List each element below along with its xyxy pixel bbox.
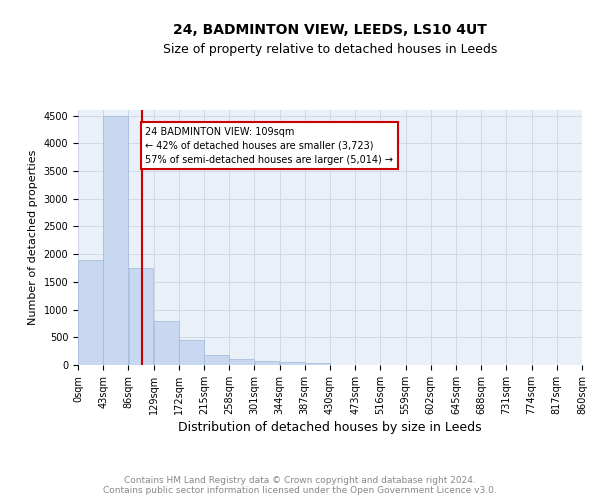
Text: 24 BADMINTON VIEW: 109sqm
← 42% of detached houses are smaller (3,723)
57% of se: 24 BADMINTON VIEW: 109sqm ← 42% of detac… <box>145 126 394 164</box>
Bar <box>305 363 330 365</box>
Bar <box>128 268 154 365</box>
Bar <box>280 362 305 365</box>
X-axis label: Distribution of detached houses by size in Leeds: Distribution of detached houses by size … <box>178 421 482 434</box>
Bar <box>103 116 128 365</box>
Bar <box>78 260 103 365</box>
Bar <box>204 356 229 365</box>
Bar <box>229 360 254 365</box>
Text: 24, BADMINTON VIEW, LEEDS, LS10 4UT: 24, BADMINTON VIEW, LEEDS, LS10 4UT <box>173 22 487 36</box>
Bar <box>254 361 280 365</box>
Bar <box>179 340 204 365</box>
Text: Contains HM Land Registry data © Crown copyright and database right 2024.
Contai: Contains HM Land Registry data © Crown c… <box>103 476 497 495</box>
Y-axis label: Number of detached properties: Number of detached properties <box>28 150 38 325</box>
Text: Size of property relative to detached houses in Leeds: Size of property relative to detached ho… <box>163 42 497 56</box>
Bar <box>154 320 179 365</box>
